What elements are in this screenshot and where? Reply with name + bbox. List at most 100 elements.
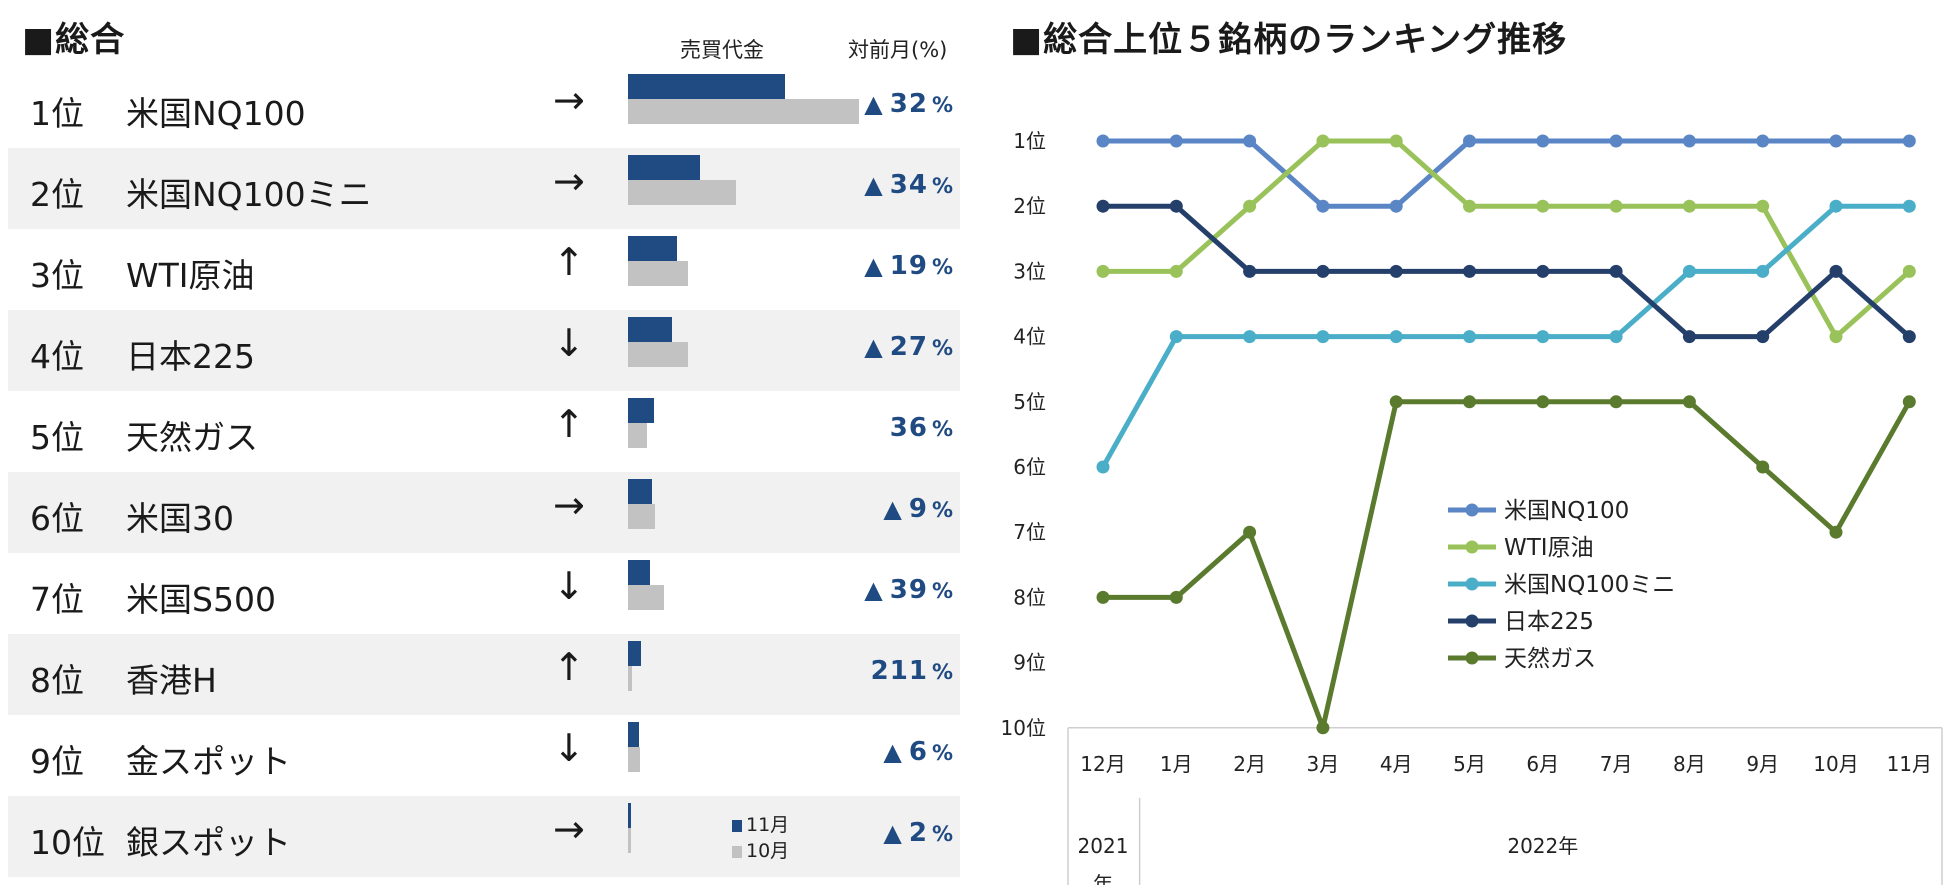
triangle-up-icon: ▲: [883, 738, 903, 766]
header-month-change: 対前月(%): [848, 38, 948, 62]
change-unit: %: [931, 174, 954, 198]
rank-number: 10位: [30, 823, 105, 862]
month-change-value: ▲ 34%: [864, 170, 954, 200]
triangle-up-icon: ▲: [864, 576, 884, 604]
table-row: 2位 米国NQ100ミニ → ▲ 34%: [8, 148, 960, 229]
data-point: [1902, 199, 1916, 213]
x-tick-label: 6月: [1526, 752, 1559, 776]
data-point: [1096, 590, 1110, 604]
rank-trend-arrow: →: [553, 807, 585, 851]
bar-november: [628, 722, 639, 747]
data-point: [1096, 264, 1110, 278]
series-line-3: [1103, 203, 1911, 340]
x-tick-label: 2月: [1233, 752, 1266, 776]
data-point: [1902, 330, 1916, 344]
series-line-1: [1103, 138, 1911, 340]
change-number: 2: [908, 818, 928, 848]
data-point: [1536, 199, 1550, 213]
data-point: [1756, 330, 1770, 344]
y-tick-label: 7位: [1013, 520, 1046, 544]
data-point: [1609, 330, 1623, 344]
change-unit: %: [931, 822, 954, 846]
instrument-name: 米国NQ100: [126, 94, 306, 133]
table-row: 3位 WTI原油 ↑ ▲ 19%: [8, 229, 960, 310]
rank-number: 5位: [30, 418, 84, 457]
data-point: [1536, 134, 1550, 148]
change-number: 36: [889, 413, 928, 443]
x-tick-label: 7月: [1600, 752, 1633, 776]
series-line-2: [1100, 203, 1910, 469]
data-point: [1316, 264, 1330, 278]
data-point: [1169, 330, 1183, 344]
bar-october: [628, 828, 631, 853]
data-point: [1756, 199, 1770, 213]
year-label-2021: 2021: [1078, 834, 1129, 858]
table-row: 8位 香港H ↑ 211%: [8, 634, 960, 715]
data-point: [1756, 460, 1770, 474]
series-line-4: [1103, 399, 1912, 731]
legend-october: 10月: [732, 836, 789, 863]
month-change-value: ▲ 6%: [883, 737, 954, 767]
legend-november: 11月: [732, 810, 789, 837]
bar-november: [628, 479, 653, 504]
legend-marker: [1465, 614, 1479, 628]
data-point: [1536, 264, 1550, 278]
change-number: 9: [908, 494, 928, 524]
data-point: [1243, 264, 1257, 278]
rank-trend-arrow: ↓: [553, 321, 585, 365]
month-change-value: 36%: [890, 413, 954, 443]
rank-trend-arrow: →: [553, 78, 585, 122]
bar-november: [628, 74, 785, 99]
legend-october-swatch: [732, 846, 742, 858]
triangle-up-icon: ▲: [864, 252, 884, 280]
legend-marker: [1465, 540, 1479, 554]
change-number: 19: [889, 251, 928, 281]
data-point: [1463, 264, 1476, 278]
x-tick-label: 11月: [1887, 752, 1932, 776]
triangle-up-icon: ▲: [864, 171, 884, 199]
rank-number: 1位: [30, 94, 84, 133]
month-change-value: ▲ 32%: [864, 89, 954, 119]
y-tick-label: 3位: [1013, 259, 1046, 283]
triangle-up-icon: ▲: [883, 819, 903, 847]
data-point: [1902, 264, 1916, 278]
table-row: 5位 天然ガス ↑ 36%: [8, 391, 960, 472]
table-row: 10位 銀スポット → ▲ 2%: [8, 796, 960, 877]
x-tick-label: 8月: [1673, 752, 1706, 776]
legend-label: 米国NQ100ミニ: [1504, 572, 1675, 598]
legend-marker: [1465, 503, 1479, 517]
data-point: [1682, 134, 1696, 148]
data-point: [1829, 264, 1843, 278]
data-point: [1243, 199, 1257, 213]
change-unit: %: [931, 417, 954, 441]
ranking-trend-panel: 1位 2位 3位 4位 5位 6位 7位 8位 9位 10位 12月 1月 2月 3月 4月 5月 6月 7月 8月…: [990, 0, 1950, 885]
data-point: [1243, 134, 1257, 148]
bar-november: [628, 317, 672, 342]
change-unit: %: [931, 660, 954, 684]
instrument-name: 米国S500: [126, 580, 276, 619]
bar-november: [628, 560, 650, 585]
rank-number: 9位: [30, 742, 84, 781]
data-point: [1096, 134, 1110, 148]
bar-october: [628, 180, 737, 205]
month-change-value: 211%: [871, 656, 954, 686]
bar-october: [628, 585, 665, 610]
legend-october-label: 10月: [746, 840, 790, 862]
data-point: [1316, 199, 1330, 213]
bar-november: [628, 155, 701, 180]
data-point: [1389, 264, 1403, 278]
rank-trend-arrow: ↑: [553, 240, 585, 284]
data-point: [1169, 134, 1183, 148]
legend-label: 米国NQ100: [1504, 498, 1629, 524]
legend-label: 日本225: [1504, 609, 1594, 635]
x-tick-label: 3月: [1307, 752, 1340, 776]
x-tick-label: 10月: [1813, 752, 1858, 776]
instrument-name: 香港H: [126, 661, 217, 700]
data-point: [1609, 264, 1623, 278]
bar-november: [628, 398, 654, 423]
change-unit: %: [931, 255, 954, 279]
instrument-name: 天然ガス: [126, 418, 258, 457]
chart-title: ■総合上位５銘柄のランキング推移: [1010, 20, 1568, 60]
table-row: 4位 日本225 ↓ ▲ 27%: [8, 310, 960, 391]
table-row: 6位 米国30 → ▲ 9%: [8, 472, 960, 553]
